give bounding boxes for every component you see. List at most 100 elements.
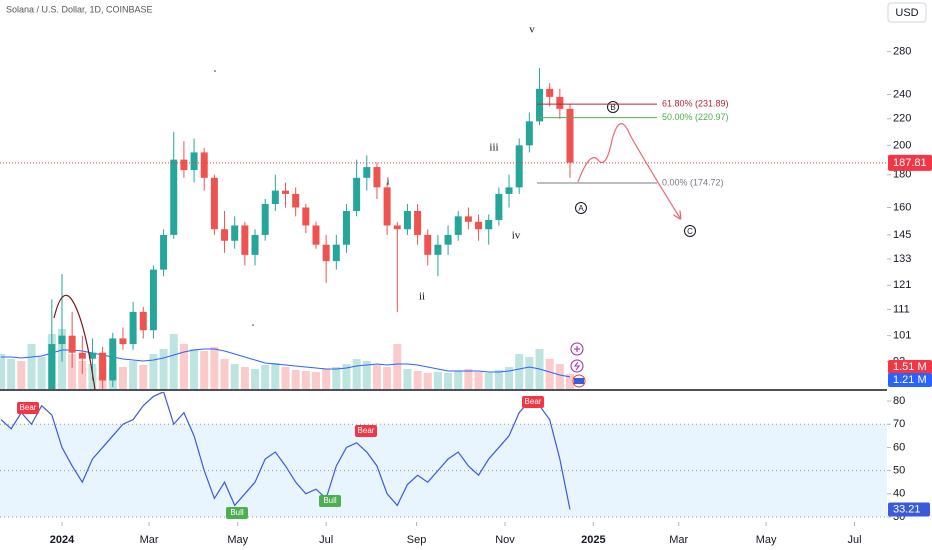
wave-circle-label: C bbox=[687, 227, 693, 236]
volume-bar bbox=[291, 370, 300, 389]
x-tick-label: Mar bbox=[669, 534, 688, 546]
last-price-badge bbox=[888, 154, 932, 171]
wave-label: v bbox=[529, 24, 535, 36]
volume-bar bbox=[230, 364, 239, 389]
volume-bar bbox=[271, 363, 280, 389]
rsi-line-pane bbox=[0, 392, 571, 510]
volume-bar bbox=[139, 365, 148, 389]
volume-bar bbox=[545, 359, 554, 389]
candle-body bbox=[566, 108, 574, 163]
volume-bar bbox=[403, 369, 412, 389]
candle-body bbox=[536, 88, 544, 122]
candle-body bbox=[393, 225, 401, 230]
volume-bar bbox=[220, 359, 229, 389]
volume-bar bbox=[68, 354, 77, 389]
x-tick-label: Mar bbox=[140, 534, 159, 546]
fib-label: 0.00% (174.72) bbox=[662, 177, 724, 187]
candle-body bbox=[383, 187, 391, 226]
signal-label: Bear bbox=[20, 403, 37, 412]
wave-circle-label: A bbox=[578, 204, 584, 213]
signal-badge bbox=[522, 396, 544, 408]
candle-body bbox=[475, 221, 483, 230]
signal-badge bbox=[355, 425, 377, 437]
wave-label: i bbox=[386, 176, 389, 188]
signal-label: Bear bbox=[358, 426, 375, 435]
candle-body bbox=[170, 159, 178, 235]
candle-body bbox=[485, 219, 493, 230]
candle-body bbox=[363, 167, 371, 178]
x-tick-label: Nov bbox=[495, 534, 515, 546]
volume-bar bbox=[169, 334, 178, 389]
volume-bar bbox=[484, 373, 493, 389]
volume-bar bbox=[433, 372, 442, 389]
volume-bar bbox=[210, 347, 219, 389]
candle-body bbox=[505, 187, 513, 194]
rsi-tick-label: 60 bbox=[893, 441, 905, 453]
candle-body bbox=[464, 216, 472, 222]
y-tick-label: 240 bbox=[893, 88, 911, 100]
candle-body bbox=[119, 338, 127, 345]
candle-body bbox=[495, 193, 503, 220]
volume-badge-label: 1.51 M bbox=[893, 361, 927, 373]
candle-body bbox=[444, 234, 452, 245]
candle-body bbox=[322, 244, 330, 262]
volume-bar bbox=[159, 349, 168, 389]
candle-body bbox=[403, 211, 411, 230]
rsi-tick-label: 70 bbox=[893, 418, 905, 430]
candle-body bbox=[48, 344, 56, 389]
volume-bar bbox=[7, 359, 16, 389]
candle-body bbox=[556, 96, 564, 109]
event-icon-glyph bbox=[574, 361, 580, 371]
volume-bar bbox=[200, 351, 209, 389]
y-tick-label: 111 bbox=[893, 303, 910, 315]
candle-body bbox=[231, 225, 239, 241]
currency[interactable]: USD bbox=[895, 7, 918, 19]
dot bbox=[214, 70, 216, 72]
y-tick-label: 133 bbox=[893, 253, 911, 265]
candle-body bbox=[302, 207, 310, 226]
volume-bar bbox=[17, 361, 26, 389]
candle-body bbox=[160, 234, 168, 270]
event-icon-glyph bbox=[574, 346, 580, 352]
volume-bar bbox=[261, 365, 270, 389]
candle-body bbox=[180, 159, 188, 171]
candle-body bbox=[424, 234, 432, 255]
volume-bar bbox=[27, 344, 36, 389]
volume-bar bbox=[565, 373, 574, 389]
signal-badge bbox=[17, 402, 39, 414]
currency-button[interactable] bbox=[887, 2, 927, 23]
wave-circle bbox=[575, 202, 587, 214]
y-tick-label: 220 bbox=[893, 113, 911, 125]
y-tick-label: 160 bbox=[893, 201, 911, 213]
wave-label: iii bbox=[489, 142, 498, 154]
candle-body bbox=[99, 352, 107, 381]
volume-bar bbox=[372, 365, 381, 389]
signal-label: Bull bbox=[230, 508, 244, 517]
x-tick-label: Sep bbox=[407, 534, 427, 546]
candle-body bbox=[139, 311, 147, 331]
wave-circle bbox=[684, 225, 696, 237]
volume-bar bbox=[444, 373, 453, 389]
x-tick-label: 2024 bbox=[50, 534, 75, 546]
rsi-line bbox=[0, 392, 571, 510]
x-tick-label: Jul bbox=[319, 534, 333, 546]
rsi-pane bbox=[0, 423, 887, 518]
volume-bar bbox=[342, 364, 351, 389]
volume-bar bbox=[179, 344, 188, 389]
candle-body bbox=[271, 190, 279, 205]
signal-badge bbox=[319, 495, 341, 507]
chart-title: Solana / U.S. Dollar, 1D, COINBASE bbox=[6, 4, 153, 14]
last-price-label: 187.81 bbox=[893, 157, 927, 169]
candle-body bbox=[58, 335, 66, 345]
volume-bar bbox=[311, 372, 320, 389]
volume-bar bbox=[474, 372, 483, 389]
candle-body bbox=[353, 177, 361, 212]
candle-body bbox=[190, 152, 198, 171]
event-icon-glyph bbox=[574, 378, 584, 384]
volume-bar bbox=[301, 371, 310, 389]
fib-label: 61.80% (231.89) bbox=[662, 99, 729, 109]
x-tick-label: May bbox=[756, 534, 777, 546]
rsi-tick-label: 80 bbox=[893, 395, 905, 407]
volume-bar bbox=[362, 361, 371, 389]
